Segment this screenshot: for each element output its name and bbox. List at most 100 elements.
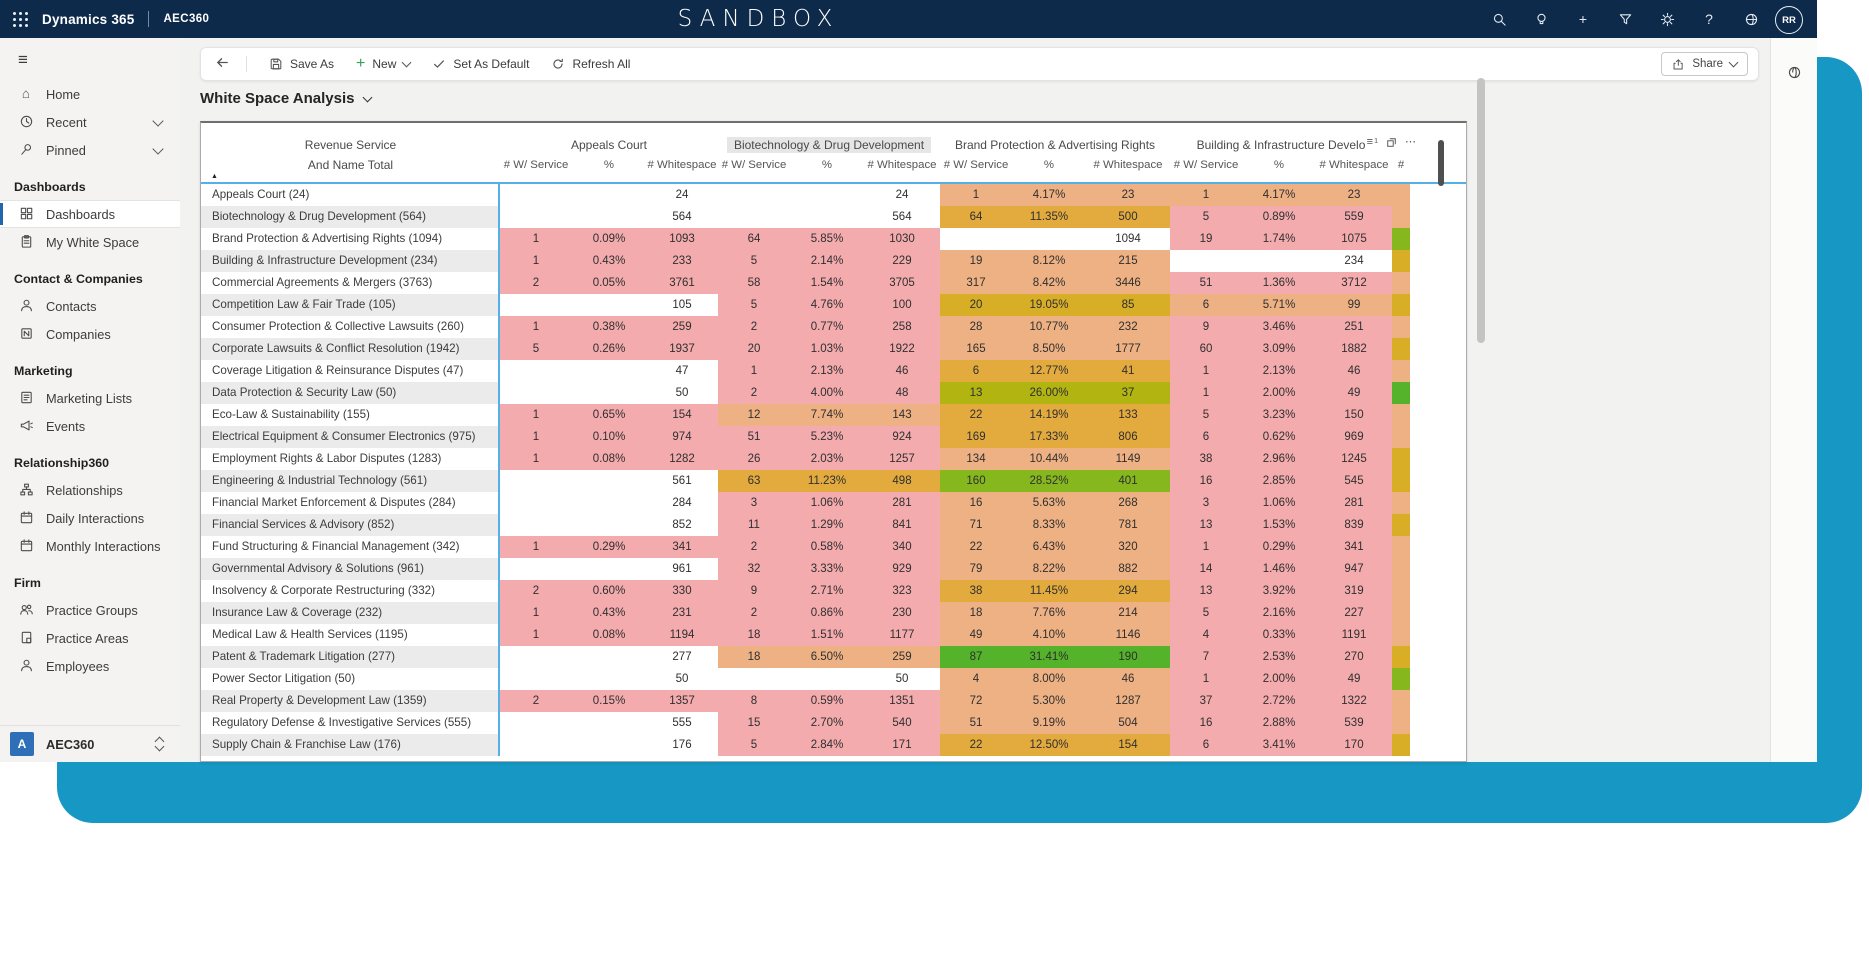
cell-g3-service[interactable]: 22 xyxy=(940,734,1012,756)
back-button[interactable] xyxy=(215,55,230,73)
cell-g4-whitespace[interactable]: 234 xyxy=(1316,250,1392,272)
sidebar-item-home[interactable]: ⌂ Home xyxy=(0,80,180,108)
cell-g1-whitespace[interactable]: 564 xyxy=(646,206,718,228)
cell-g3-whitespace[interactable]: 268 xyxy=(1086,492,1170,514)
cell-g2-whitespace[interactable]: 229 xyxy=(864,250,940,272)
cell-g1-service[interactable]: 2 xyxy=(500,580,572,602)
row-label[interactable]: Fund Structuring & Financial Management … xyxy=(201,536,500,558)
cell-g2-percent[interactable]: 1.29% xyxy=(790,514,864,536)
cell-g2-whitespace[interactable]: 230 xyxy=(864,602,940,624)
subheader-whitespace-3[interactable]: # Whitespace xyxy=(1093,159,1163,171)
cell-g2-service[interactable]: 2 xyxy=(718,316,790,338)
cell-g2-percent[interactable]: 7.74% xyxy=(790,404,864,426)
cell-g2-service[interactable]: 15 xyxy=(718,712,790,734)
cell-g4-whitespace[interactable]: 170 xyxy=(1316,734,1392,756)
cell-g1-percent[interactable] xyxy=(572,492,646,514)
cell-g1-whitespace[interactable]: 974 xyxy=(646,426,718,448)
cell-g3-service[interactable]: 317 xyxy=(940,272,1012,294)
cell-g2-whitespace[interactable]: 323 xyxy=(864,580,940,602)
cell-g2-whitespace[interactable]: 24 xyxy=(864,184,940,206)
cell-g1-service[interactable]: 1 xyxy=(500,602,572,624)
cell-g3-percent[interactable]: 11.45% xyxy=(1012,580,1086,602)
cell-g3-service[interactable]: 16 xyxy=(940,492,1012,514)
subheader-whitespace-4[interactable]: # Whitespace xyxy=(1319,159,1389,171)
cell-g2-service[interactable]: 26 xyxy=(718,448,790,470)
cell-g4-whitespace[interactable]: 99 xyxy=(1316,294,1392,316)
cell-g3-service[interactable]: 18 xyxy=(940,602,1012,624)
search-icon[interactable] xyxy=(1491,11,1507,27)
cell-g2-whitespace[interactable]: 1030 xyxy=(864,228,940,250)
sidebar-item-monthly-interactions[interactable]: Monthly Interactions xyxy=(0,532,180,560)
cell-g1-service[interactable]: 1 xyxy=(500,404,572,426)
cell-g3-percent[interactable]: 17.33% xyxy=(1012,426,1086,448)
help-icon[interactable]: ? xyxy=(1705,11,1713,27)
row-label[interactable]: Consumer Protection & Collective Lawsuit… xyxy=(201,316,500,338)
cell-g2-service[interactable]: 9 xyxy=(718,580,790,602)
cell-g3-percent[interactable]: 9.19% xyxy=(1012,712,1086,734)
cell-g1-whitespace[interactable]: 231 xyxy=(646,602,718,624)
cell-g1-percent[interactable]: 0.10% xyxy=(572,426,646,448)
cell-g1-service[interactable] xyxy=(500,668,572,690)
cell-g1-percent[interactable]: 0.38% xyxy=(572,316,646,338)
cell-g4-whitespace[interactable]: 839 xyxy=(1316,514,1392,536)
cell-g3-percent[interactable]: 28.52% xyxy=(1012,470,1086,492)
cell-g1-service[interactable] xyxy=(500,294,572,316)
cell-g2-service[interactable]: 12 xyxy=(718,404,790,426)
cell-g1-service[interactable] xyxy=(500,734,572,756)
row-label[interactable]: Medical Law & Health Services (1195) xyxy=(201,624,500,646)
cell-g4-whitespace[interactable]: 969 xyxy=(1316,426,1392,448)
cell-g1-whitespace[interactable]: 284 xyxy=(646,492,718,514)
subheader-whitespace-1[interactable]: # Whitespace xyxy=(647,159,717,171)
group-header-appeals-court[interactable]: Appeals Court xyxy=(570,138,648,152)
row-label[interactable]: Engineering & Industrial Technology (561… xyxy=(201,470,500,492)
cell-g2-whitespace[interactable]: 50 xyxy=(864,668,940,690)
cell-g4-service[interactable]: 16 xyxy=(1170,712,1242,734)
assistant-icon[interactable] xyxy=(1786,64,1802,80)
cell-g4-service[interactable]: 51 xyxy=(1170,272,1242,294)
cell-g3-whitespace[interactable]: 215 xyxy=(1086,250,1170,272)
cell-g2-whitespace[interactable]: 1257 xyxy=(864,448,940,470)
cell-g3-percent[interactable] xyxy=(1012,228,1086,250)
sidebar-item-relationships[interactable]: Relationships xyxy=(0,476,180,504)
cell-g3-whitespace[interactable]: 3446 xyxy=(1086,272,1170,294)
cell-g1-whitespace[interactable]: 1282 xyxy=(646,448,718,470)
cell-g4-service[interactable]: 1 xyxy=(1170,536,1242,558)
group-header-brand-protection-advertising-rights[interactable]: Brand Protection & Advertising Rights xyxy=(954,138,1156,152)
cell-g2-percent[interactable]: 2.13% xyxy=(790,360,864,382)
cell-g3-service[interactable]: 1 xyxy=(940,184,1012,206)
cell-g1-whitespace[interactable]: 1194 xyxy=(646,624,718,646)
cell-g4-whitespace[interactable]: 1882 xyxy=(1316,338,1392,360)
cell-g3-service[interactable]: 134 xyxy=(940,448,1012,470)
cell-g1-percent[interactable] xyxy=(572,470,646,492)
subheader--2[interactable]: % xyxy=(821,159,833,171)
row-label[interactable]: Brand Protection & Advertising Rights (1… xyxy=(201,228,500,250)
feedback-icon[interactable] xyxy=(1743,11,1759,27)
cell-g2-whitespace[interactable]: 924 xyxy=(864,426,940,448)
cell-g3-whitespace[interactable]: 1777 xyxy=(1086,338,1170,360)
cell-g1-percent[interactable] xyxy=(572,360,646,382)
cell-g3-whitespace[interactable]: 401 xyxy=(1086,470,1170,492)
cell-g4-service[interactable]: 4 xyxy=(1170,624,1242,646)
cell-g1-percent[interactable]: 0.43% xyxy=(572,250,646,272)
cell-g3-service[interactable]: 19 xyxy=(940,250,1012,272)
cell-g1-service[interactable]: 1 xyxy=(500,228,572,250)
cell-g4-whitespace[interactable]: 49 xyxy=(1316,382,1392,404)
cell-g4-whitespace[interactable]: 270 xyxy=(1316,646,1392,668)
brand-title[interactable]: Dynamics 365 xyxy=(42,11,135,27)
cell-g1-whitespace[interactable]: 330 xyxy=(646,580,718,602)
row-label[interactable]: Insurance Law & Coverage (232) xyxy=(201,602,500,624)
cell-g2-whitespace[interactable]: 100 xyxy=(864,294,940,316)
sidebar-item-my-white-space[interactable]: My White Space xyxy=(0,228,180,256)
cell-g4-percent[interactable]: 1.74% xyxy=(1242,228,1316,250)
cell-g4-whitespace[interactable]: 227 xyxy=(1316,602,1392,624)
cell-g2-whitespace[interactable]: 929 xyxy=(864,558,940,580)
cell-g3-percent[interactable]: 19.05% xyxy=(1012,294,1086,316)
cell-g2-percent[interactable]: 5.85% xyxy=(790,228,864,250)
cell-g3-whitespace[interactable]: 504 xyxy=(1086,712,1170,734)
row-label[interactable]: Appeals Court (24) xyxy=(201,184,500,206)
app-switcher[interactable]: A AEC360 xyxy=(0,725,180,762)
row-label[interactable]: Financial Services & Advisory (852) xyxy=(201,514,500,536)
row-label[interactable]: Eco-Law & Sustainability (155) xyxy=(201,404,500,426)
cell-g1-percent[interactable] xyxy=(572,646,646,668)
cell-g1-percent[interactable]: 0.43% xyxy=(572,602,646,624)
